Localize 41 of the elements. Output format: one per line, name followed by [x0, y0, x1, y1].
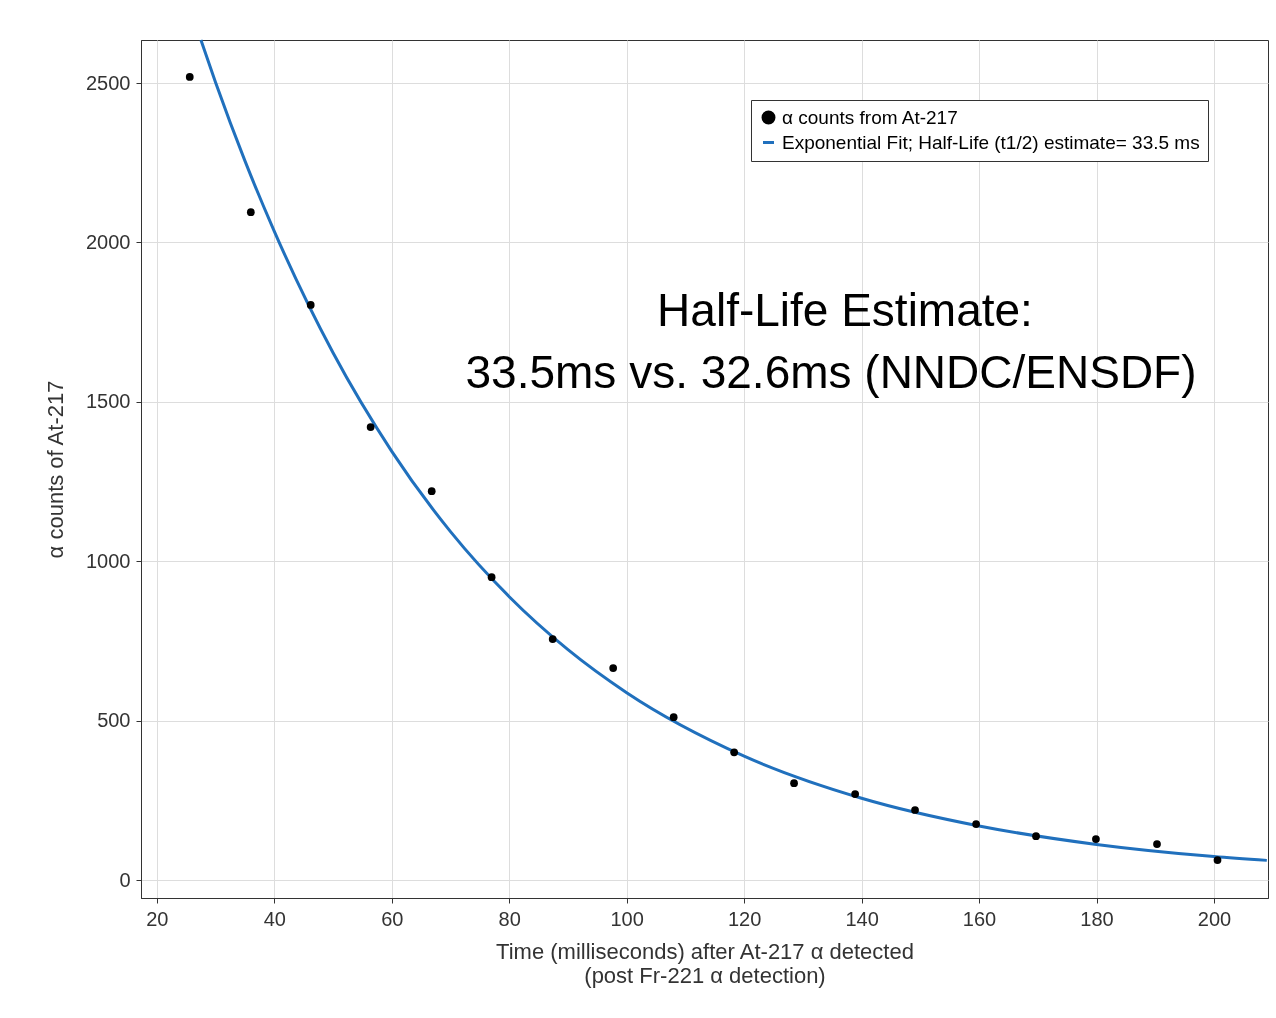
- legend-label: Exponential Fit; Half-Life (t1/2) estimate= 33.5 ms: [782, 131, 1200, 153]
- y-tick-label: 0: [119, 868, 131, 891]
- x-tick-label: 60: [381, 907, 404, 930]
- x-tick-label: 100: [610, 907, 644, 930]
- point: [427, 487, 436, 496]
- point: [790, 779, 798, 788]
- x-tick-label: 200: [1197, 907, 1232, 930]
- x-tick-label: 120: [727, 907, 762, 930]
- point: [1153, 840, 1161, 848]
- point: [851, 790, 860, 798]
- x-tick-label: 140: [845, 907, 879, 930]
- x-tick-label: 80: [498, 907, 521, 930]
- point: [487, 573, 496, 582]
- point: [1213, 856, 1222, 864]
- y-tick-label: 2000: [86, 230, 131, 253]
- legend-label: α counts from At-217: [782, 106, 958, 128]
- y-axis-title: α counts of At-217: [43, 380, 69, 559]
- x-axis-title: Time (milliseconds) after At-217 α detected (post Fr-221 α detection): [496, 938, 914, 988]
- point: [1092, 835, 1100, 843]
- point: [366, 423, 375, 431]
- point: [609, 664, 618, 672]
- point: [669, 713, 678, 722]
- point: [1032, 832, 1040, 841]
- annotation: Half-Life Estimate:: [657, 284, 1033, 336]
- point: [306, 301, 315, 309]
- y-tick-label: 1000: [86, 549, 131, 572]
- y-tick-label: 2500: [86, 71, 131, 94]
- point: [548, 635, 557, 643]
- x-tick-label: 20: [146, 907, 169, 930]
- point: [246, 208, 255, 217]
- x-tick-label: 180: [1080, 907, 1114, 930]
- point: [730, 748, 739, 757]
- line-series: [199, 38, 1269, 862]
- point: [185, 73, 194, 81]
- point: [911, 806, 919, 814]
- y-tick-label: 1500: [86, 390, 131, 413]
- annotation: 33.5ms vs. 32.6ms (NNDC/ENSDF): [465, 346, 1197, 398]
- y-tick-label: 500: [97, 709, 131, 732]
- x-tick-label: 160: [962, 907, 997, 930]
- x-tick-label: 40: [263, 907, 286, 930]
- point: [972, 820, 980, 828]
